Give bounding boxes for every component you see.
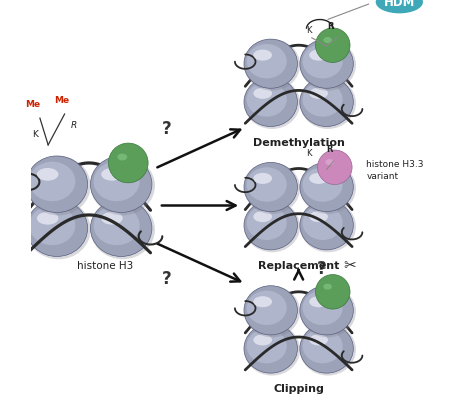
Ellipse shape [101, 212, 123, 225]
Ellipse shape [300, 286, 356, 337]
Ellipse shape [29, 206, 75, 245]
Ellipse shape [91, 200, 155, 259]
Ellipse shape [309, 335, 328, 346]
Ellipse shape [253, 88, 272, 99]
Text: Demethylation: Demethylation [253, 138, 345, 148]
Ellipse shape [246, 206, 287, 240]
Text: K: K [32, 130, 38, 139]
Ellipse shape [300, 201, 356, 252]
Ellipse shape [244, 324, 297, 373]
Ellipse shape [302, 44, 343, 79]
Ellipse shape [246, 329, 287, 363]
Ellipse shape [244, 162, 300, 214]
Ellipse shape [244, 39, 297, 88]
Ellipse shape [26, 200, 91, 259]
Ellipse shape [246, 291, 287, 325]
Ellipse shape [26, 156, 91, 215]
Text: Replacement: Replacement [258, 261, 339, 271]
Ellipse shape [376, 0, 423, 13]
Text: Clipping: Clipping [273, 384, 324, 394]
Ellipse shape [302, 82, 343, 117]
Text: ?: ? [162, 120, 172, 139]
Ellipse shape [300, 39, 356, 91]
Ellipse shape [26, 200, 88, 256]
Text: R: R [326, 145, 333, 154]
Ellipse shape [91, 156, 155, 215]
Text: K: K [306, 149, 312, 158]
Ellipse shape [93, 162, 140, 201]
Ellipse shape [37, 168, 58, 181]
Ellipse shape [302, 206, 343, 240]
Ellipse shape [253, 173, 272, 184]
Ellipse shape [323, 284, 332, 290]
Ellipse shape [309, 296, 328, 307]
Circle shape [109, 143, 148, 183]
Text: histone H3.3
variant: histone H3.3 variant [366, 160, 424, 181]
Ellipse shape [246, 44, 287, 79]
Ellipse shape [244, 286, 297, 335]
Ellipse shape [309, 88, 328, 99]
Ellipse shape [300, 77, 356, 129]
Ellipse shape [309, 173, 328, 184]
Ellipse shape [244, 39, 300, 91]
Ellipse shape [91, 200, 152, 256]
Ellipse shape [323, 37, 332, 43]
Ellipse shape [300, 286, 353, 335]
Ellipse shape [253, 296, 272, 307]
Ellipse shape [29, 162, 75, 201]
Ellipse shape [300, 39, 353, 88]
Ellipse shape [244, 324, 300, 376]
Ellipse shape [253, 211, 272, 222]
Text: histone H3: histone H3 [77, 261, 134, 271]
Ellipse shape [101, 168, 123, 181]
Ellipse shape [244, 77, 297, 127]
Ellipse shape [300, 77, 353, 127]
Ellipse shape [246, 82, 287, 117]
Ellipse shape [325, 159, 334, 165]
Text: R: R [328, 22, 334, 31]
Ellipse shape [300, 162, 356, 214]
Ellipse shape [246, 167, 287, 202]
Ellipse shape [244, 286, 300, 337]
Ellipse shape [93, 206, 140, 245]
Text: Me: Me [54, 96, 69, 105]
Ellipse shape [244, 162, 297, 212]
Ellipse shape [300, 201, 353, 250]
Ellipse shape [300, 324, 356, 376]
Circle shape [316, 28, 350, 62]
Text: ✂: ✂ [344, 258, 356, 272]
Ellipse shape [302, 291, 343, 325]
Ellipse shape [253, 50, 272, 61]
Ellipse shape [244, 201, 297, 250]
Ellipse shape [244, 77, 300, 129]
Ellipse shape [37, 212, 58, 225]
Ellipse shape [244, 201, 300, 252]
Text: HDM: HDM [383, 0, 415, 9]
Ellipse shape [118, 154, 128, 160]
Ellipse shape [309, 211, 328, 222]
Circle shape [316, 275, 350, 309]
Text: Me: Me [25, 100, 40, 109]
Text: R: R [71, 121, 77, 129]
Text: K: K [306, 26, 312, 35]
Ellipse shape [302, 167, 343, 202]
Ellipse shape [253, 335, 272, 346]
Ellipse shape [26, 156, 88, 212]
Ellipse shape [300, 162, 353, 212]
Circle shape [318, 150, 352, 185]
Ellipse shape [302, 329, 343, 363]
Ellipse shape [91, 156, 152, 212]
Text: ?: ? [317, 260, 327, 278]
Ellipse shape [309, 50, 328, 61]
Ellipse shape [300, 324, 353, 373]
Text: ?: ? [162, 270, 172, 289]
